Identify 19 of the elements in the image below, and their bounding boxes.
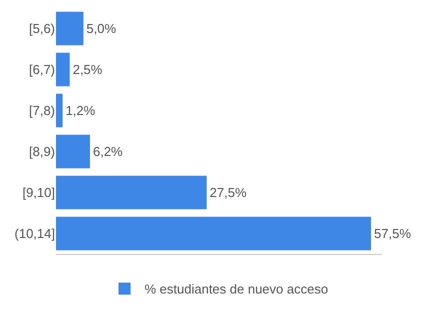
data-label: 6,2% [92, 144, 124, 159]
data-label: 2,5% [72, 62, 103, 77]
bar [56, 134, 90, 168]
legend-label: % estudiantes de nuevo acceso [144, 282, 328, 297]
y-tick-label: [8,9) [28, 144, 55, 160]
y-tick-label: [7,8) [28, 103, 55, 118]
y-tick-label: [6,7) [28, 62, 55, 78]
data-label: 57,5% [374, 226, 412, 241]
y-tick-label: [9,10] [22, 185, 55, 200]
y-tick-label: [5,6) [28, 21, 55, 36]
data-label: 27,5% [210, 185, 247, 200]
bar [56, 216, 372, 250]
bar [56, 52, 70, 86]
bar [56, 12, 84, 46]
bar [56, 176, 207, 210]
y-tick-label: (10,14] [14, 226, 55, 242]
bar [56, 94, 63, 128]
data-label: 5,0% [86, 21, 116, 36]
data-label: 1,2% [66, 103, 96, 118]
